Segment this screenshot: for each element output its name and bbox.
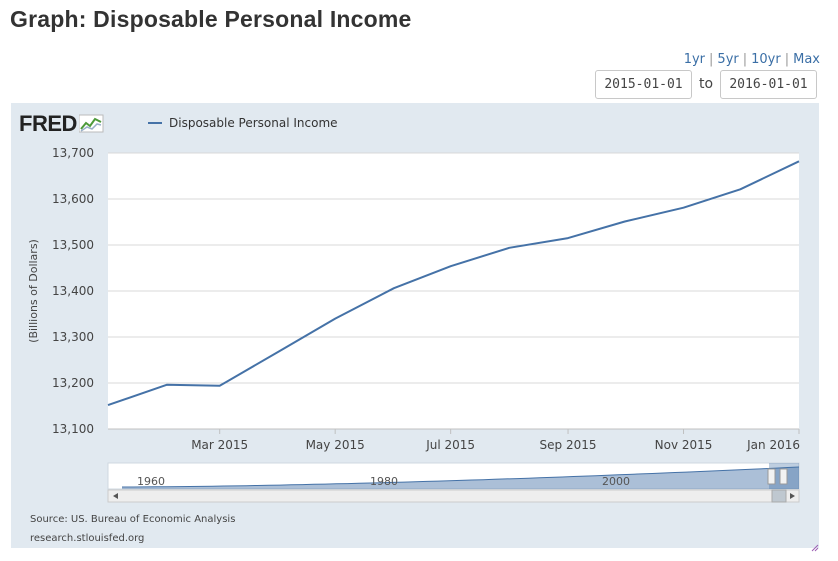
page-title: Graph: Disposable Personal Income [10, 6, 412, 32]
to-label: to [699, 76, 714, 92]
range-separator: | [784, 52, 790, 67]
range-separator: | [709, 52, 714, 67]
fred-logo-text: FRED [19, 111, 77, 136]
legend-swatch [148, 122, 162, 124]
resize-handle-icon[interactable] [811, 544, 819, 552]
legend-label: Disposable Personal Income [169, 116, 338, 130]
fred-logo: FRED [19, 111, 105, 137]
source-text: Source: US. Bureau of Economic Analysis [30, 514, 236, 525]
range-max-link[interactable]: Max [793, 52, 820, 67]
range-1yr-link[interactable]: 1yr [683, 52, 706, 67]
range-separator: | [742, 52, 748, 67]
fred-graph-icon [78, 114, 104, 133]
chart-legend: Disposable Personal Income [148, 116, 338, 130]
start-date-input[interactable] [595, 70, 692, 99]
range-5yr-link[interactable]: 5yr [717, 52, 739, 67]
end-date-input[interactable] [720, 70, 817, 99]
range-links: 1yr | 5yr | 10yr | Max [684, 52, 820, 67]
range-10yr-link[interactable]: 10yr [751, 52, 781, 67]
chart-panel [11, 103, 819, 548]
source-site-link[interactable]: research.stlouisfed.org [30, 533, 145, 544]
